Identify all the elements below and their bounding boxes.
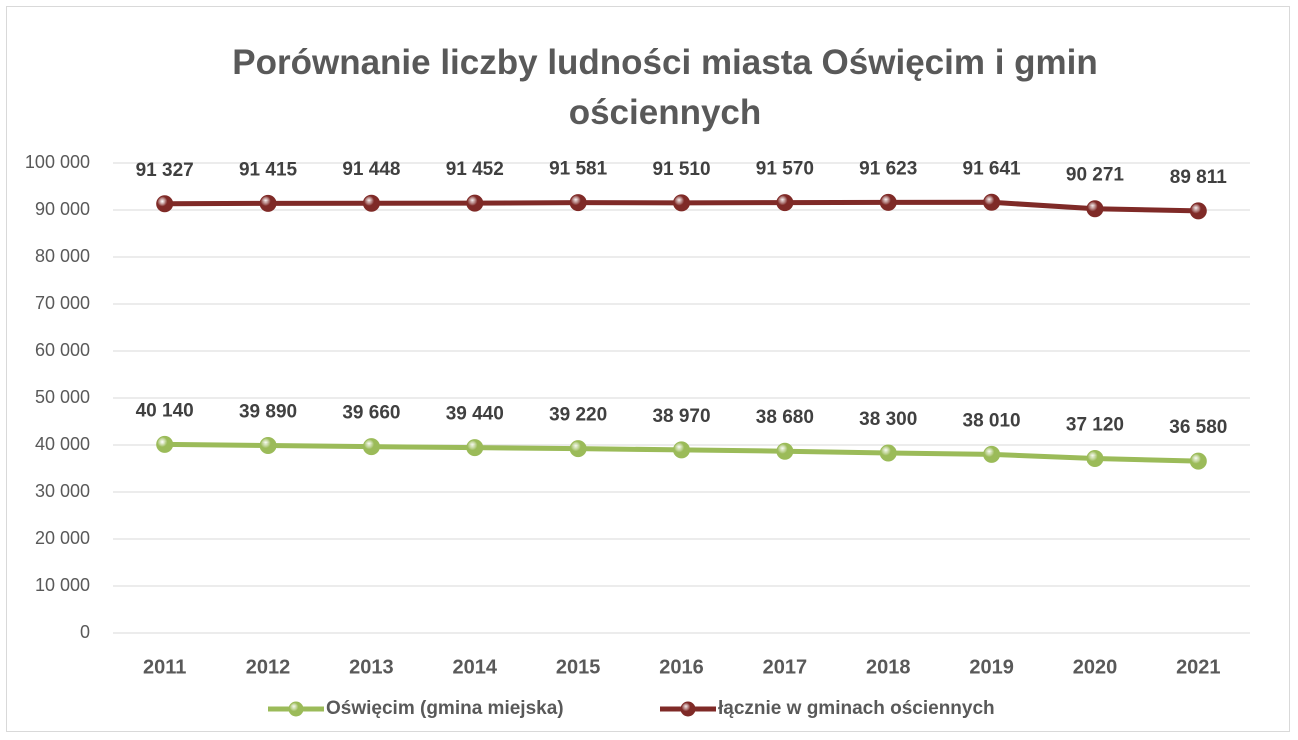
y-tick-label: 20 000	[35, 528, 90, 548]
data-label: 89 811	[1170, 167, 1227, 188]
x-tick-label: 2012	[246, 656, 291, 678]
data-label: 90 271	[1066, 165, 1125, 186]
point	[362, 194, 380, 212]
point	[466, 194, 484, 212]
data-label: 38 680	[756, 407, 814, 428]
x-tick-label: 2018	[866, 656, 911, 678]
chart-frame	[6, 6, 1290, 732]
x-tick-label: 2013	[349, 656, 394, 678]
x-tick-label: 2011	[143, 656, 186, 678]
data-label: 91 510	[652, 159, 710, 180]
point	[259, 194, 277, 212]
point	[156, 195, 174, 213]
y-tick-label: 60 000	[35, 340, 90, 360]
data-label: 37 120	[1066, 415, 1124, 436]
data-label: 39 890	[239, 402, 297, 423]
x-tick-label: 2016	[659, 656, 704, 678]
point	[776, 442, 794, 460]
x-tick-label: 2014	[453, 656, 498, 678]
data-label: 39 220	[549, 405, 607, 426]
data-label: 38 970	[652, 406, 710, 427]
point	[1086, 200, 1104, 218]
point	[983, 445, 1001, 463]
point	[983, 193, 1001, 211]
data-label: 40 140	[136, 400, 194, 421]
data-label: 38 300	[859, 409, 917, 430]
point	[259, 437, 277, 455]
y-tick-label: 90 000	[35, 199, 90, 219]
data-label: 91 448	[342, 159, 400, 180]
x-tick-label: 2021	[1176, 656, 1221, 678]
x-tick-label: 2020	[1073, 656, 1118, 678]
point	[362, 438, 380, 456]
data-label: 36 580	[1169, 417, 1227, 438]
point	[879, 193, 897, 211]
x-tick-label: 2019	[969, 656, 1014, 678]
point	[673, 194, 690, 212]
data-label: 91 570	[756, 159, 814, 180]
data-label: 91 415	[239, 159, 298, 180]
data-label: 39 660	[342, 403, 400, 424]
point	[1189, 202, 1207, 220]
legend-label: Oświęcim (gmina miejska)	[326, 698, 564, 719]
point	[1086, 450, 1104, 468]
point	[156, 435, 174, 453]
point	[776, 194, 794, 212]
point	[673, 441, 690, 459]
legend-label: łącznie w gminach ościennych	[718, 698, 995, 719]
y-tick-label: 10 000	[35, 575, 90, 595]
y-tick-label: 50 000	[35, 387, 90, 407]
x-tick-label: 2017	[763, 656, 808, 678]
y-tick-label: 100 000	[25, 152, 90, 172]
point	[466, 439, 484, 457]
data-label: 39 440	[446, 404, 504, 425]
data-label: 91 641	[963, 158, 1022, 179]
legend-marker	[680, 701, 696, 717]
point	[1189, 452, 1207, 470]
data-label: 91 623	[859, 158, 917, 179]
y-tick-label: 40 000	[35, 434, 90, 454]
data-label: 91 452	[446, 159, 504, 180]
chart-title: Porównanie liczby ludności miasta Oświęc…	[232, 43, 1098, 132]
point	[569, 440, 587, 458]
y-tick-label: 30 000	[35, 481, 90, 501]
point	[879, 444, 897, 462]
data-label: 38 010	[963, 410, 1021, 431]
point	[569, 194, 587, 212]
y-tick-label: 0	[80, 622, 90, 642]
y-tick-label: 80 000	[35, 246, 90, 266]
x-tick-label: 2015	[556, 656, 601, 678]
legend-marker	[288, 701, 304, 717]
data-label: 91 327	[136, 160, 194, 181]
y-tick-label: 70 000	[35, 293, 90, 313]
data-label: 91 581	[549, 159, 608, 180]
